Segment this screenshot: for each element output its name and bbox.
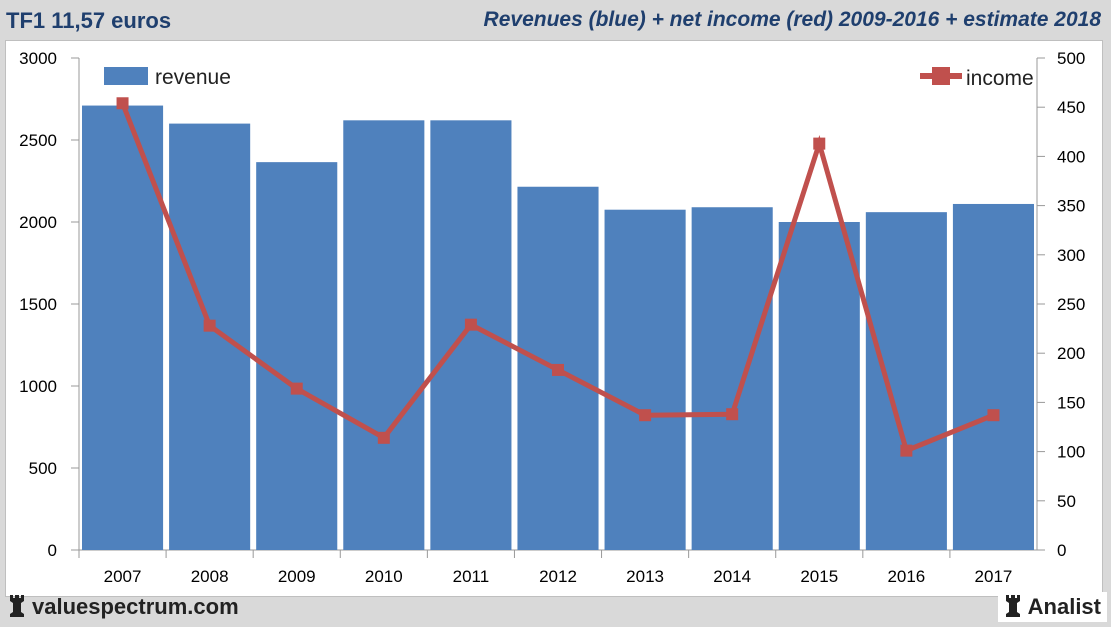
x-tick-label: 2017	[975, 567, 1013, 586]
footer-brand: Analist	[997, 592, 1107, 622]
x-tick-label: 2015	[800, 567, 838, 586]
bar-revenue-2015	[778, 222, 860, 550]
bar-revenue-2011	[430, 120, 512, 550]
y-left-tick-label: 500	[29, 459, 57, 478]
brand-label: Analist	[1027, 594, 1101, 619]
legend-revenue-label: revenue	[155, 66, 231, 89]
y-left-tick-label: 0	[48, 541, 57, 560]
legend-revenue-swatch	[104, 67, 148, 85]
point-income-2008	[203, 319, 216, 332]
point-income-2011	[464, 318, 477, 331]
point-income-2010	[377, 431, 390, 444]
site-label: valuespectrum.com	[32, 594, 239, 619]
chart-title-left: TF1 11,57 euros	[6, 8, 172, 33]
rook-icon	[10, 595, 24, 617]
x-tick-label: 2014	[713, 567, 751, 586]
chart-title-right: Revenues (blue) + net income (red) 2009-…	[483, 8, 1101, 31]
y-right-tick-label: 200	[1057, 344, 1085, 363]
y-right-tick-label: 350	[1057, 197, 1085, 216]
x-tick-label: 2008	[191, 567, 229, 586]
bar-revenue-2010	[343, 120, 425, 550]
y-right-tick-label: 250	[1057, 295, 1085, 314]
x-tick-label: 2007	[104, 567, 142, 586]
footer-site: valuespectrum.com	[8, 594, 239, 620]
point-income-2014	[726, 408, 739, 421]
y-right-tick-label: 300	[1057, 246, 1085, 265]
bar-revenue-2007	[82, 105, 164, 550]
bar-revenue-2014	[691, 207, 773, 551]
bar-revenue-2016	[865, 212, 947, 550]
x-tick-label: 2016	[887, 567, 925, 586]
y-right-tick-label: 150	[1057, 393, 1085, 412]
y-right-tick-label: 500	[1057, 49, 1085, 68]
y-left-tick-label: 2500	[19, 131, 57, 150]
y-right-tick-label: 0	[1057, 541, 1066, 560]
point-income-2015	[813, 137, 826, 150]
x-tick-label: 2012	[539, 567, 577, 586]
point-income-2012	[552, 363, 564, 376]
x-tick-label: 2010	[365, 567, 403, 586]
x-tick-label: 2009	[278, 567, 316, 586]
point-income-2016	[900, 444, 913, 457]
y-left-tick-label: 3000	[19, 49, 57, 68]
y-left-tick-label: 1000	[19, 377, 57, 396]
y-right-tick-label: 400	[1057, 147, 1085, 166]
bar-revenue-2008	[169, 123, 251, 550]
point-income-2007	[116, 97, 129, 110]
point-income-2017	[987, 409, 1000, 422]
point-income-2013	[639, 409, 652, 422]
bar-revenue-2013	[604, 209, 686, 550]
rook-icon	[1005, 595, 1020, 617]
y-left-tick-label: 2000	[19, 213, 57, 232]
point-income-2009	[290, 382, 303, 395]
legend-income-label: income	[966, 67, 1034, 90]
bar-revenue-2017	[952, 203, 1034, 550]
y-right-tick-label: 100	[1057, 443, 1085, 462]
x-tick-label: 2013	[626, 567, 664, 586]
x-tick-label: 2011	[453, 567, 490, 586]
bar-revenue-2009	[256, 162, 338, 550]
legend-income-marker	[932, 67, 950, 85]
y-right-tick-label: 50	[1057, 492, 1076, 511]
y-left-tick-label: 1500	[19, 295, 57, 314]
y-right-tick-label: 450	[1057, 98, 1085, 117]
